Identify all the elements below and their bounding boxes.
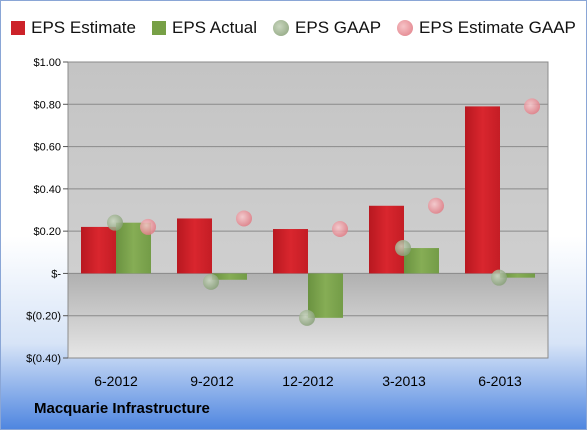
legend-item-eps-estimate-gaap: EPS Estimate GAAP <box>397 18 576 38</box>
company-label: Macquarie Infrastructure <box>34 400 210 417</box>
point-eps-gaap <box>299 309 315 326</box>
bar-eps-estimate <box>81 226 116 274</box>
legend-swatch-eps-actual <box>151 21 166 35</box>
legend-swatch-eps-estimate-gaap <box>397 20 414 36</box>
y-axis: $1.00 $0.80 $0.60 $0.40 $0.20 $- $(0.20) $(0.40… <box>26 57 68 365</box>
legend-swatch-eps-gaap <box>273 20 290 36</box>
y-tick-label: $0.60 <box>33 142 61 154</box>
legend-item-eps-estimate: EPS Estimate <box>11 18 136 38</box>
x-tick-label: 12-2012 <box>282 373 334 389</box>
legend-swatch-eps-estimate <box>11 21 26 35</box>
x-tick-label: 3-2013 <box>382 373 426 389</box>
point-eps-gaap <box>491 269 507 286</box>
y-tick-label: $0.80 <box>33 99 61 111</box>
bar-eps-actual <box>308 273 343 318</box>
bar-eps-estimate <box>369 205 404 274</box>
x-tick-label: 6-2013 <box>478 373 522 389</box>
point-eps-estimate-gaap <box>236 210 252 227</box>
x-axis: 6-2012 9-2012 12-2012 3-2013 6-2013 <box>94 373 522 389</box>
point-eps-gaap <box>395 240 411 257</box>
bar-eps-actual <box>500 273 535 278</box>
point-eps-gaap <box>107 214 123 231</box>
legend-item-eps-actual: EPS Actual <box>151 18 258 38</box>
bar-eps-actual <box>212 273 247 280</box>
point-eps-estimate-gaap <box>332 221 348 238</box>
bars <box>81 106 535 318</box>
point-eps-gaap <box>203 273 219 290</box>
point-eps-estimate-gaap <box>428 197 444 214</box>
points <box>107 98 540 326</box>
bar-eps-estimate <box>273 229 308 274</box>
y-tick-label: $0.20 <box>33 226 61 238</box>
y-tick-label: $- <box>51 268 61 280</box>
point-eps-estimate-gaap <box>140 218 156 235</box>
legend: EPS Estimate EPS Actual EPS GAAP EPS Est… <box>0 14 587 42</box>
x-tick-label: 6-2012 <box>94 373 138 389</box>
legend-item-eps-gaap: EPS GAAP <box>273 18 381 38</box>
bar-eps-actual <box>404 248 439 274</box>
y-tick-label: $1.00 <box>33 57 61 69</box>
legend-label-eps-actual: EPS Actual <box>171 18 258 37</box>
legend-label-eps-estimate-gaap: EPS Estimate GAAP <box>419 18 576 37</box>
bar-eps-estimate <box>177 218 212 274</box>
y-tick-label: $0.40 <box>33 184 61 196</box>
bar-eps-estimate <box>465 106 500 274</box>
point-eps-estimate-gaap <box>524 98 540 115</box>
y-tick-label: $(0.20) <box>26 311 61 323</box>
legend-label-eps-gaap: EPS GAAP <box>295 18 382 37</box>
legend-label-eps-estimate: EPS Estimate <box>31 18 136 37</box>
y-tick-label: $(0.40) <box>26 353 61 365</box>
x-tick-label: 9-2012 <box>190 373 234 389</box>
